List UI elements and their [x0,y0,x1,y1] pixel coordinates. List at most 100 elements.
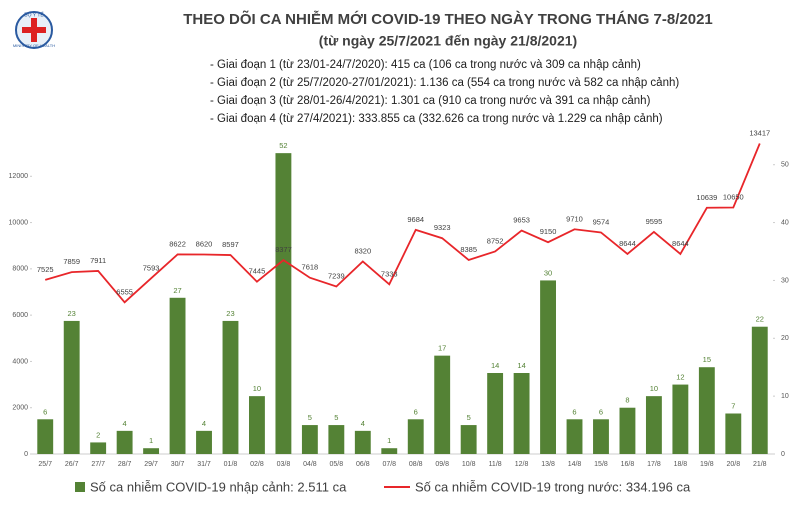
x-tick-label: 15/8 [594,461,608,468]
bar-label: 6 [43,407,47,416]
y2-tick-label: 50 [781,162,789,169]
line-label: 9574 [593,217,610,226]
bar [566,419,583,454]
y2-tick-label: 20 [781,335,789,342]
bar [381,448,398,454]
y-tick-label: 10000 [9,219,29,226]
annotation: - Giai đoạn 3 (từ 28/01-26/4/2021): 1.30… [210,95,651,107]
line-label: 9150 [540,227,557,236]
x-tick-label: 27/7 [91,461,105,468]
bar-label: 4 [202,419,206,428]
logo-text: BỘ Y TẾ [24,11,44,18]
bar-label: 8 [625,396,629,405]
bar-label: 23 [226,309,234,318]
bar [434,355,451,454]
bar [698,367,715,454]
x-tick-label: 07/8 [382,461,396,468]
bar [619,407,636,454]
x-tick-label: 12/8 [515,461,529,468]
bar [222,320,239,454]
bar-label: 10 [253,384,261,393]
bar-label: 23 [68,309,76,318]
annotation: - Giai đoạn 2 (từ 25/7/2020-27/01/2021):… [210,77,679,89]
line-label: 8622 [169,239,186,248]
bar [354,430,371,454]
x-tick-label: 11/8 [489,461,502,468]
bar-label: 2 [96,430,100,439]
line-label: 7859 [63,257,80,266]
bar [407,419,424,454]
x-tick-label: 09/8 [435,461,449,468]
line [44,143,761,304]
bar-label: 5 [467,413,471,422]
bar [672,384,689,454]
x-tick-label: 18/8 [674,461,688,468]
line-label: 9684 [407,215,424,224]
x-tick-label: 20/8 [726,461,740,468]
annotation: - Giai đoạn 1 (từ 23/01-24/7/2020): 415 … [210,59,641,71]
x-tick-label: 30/7 [171,461,185,468]
x-tick-label: 16/8 [621,461,635,468]
bar-label: 12 [676,373,684,382]
line-label: 7618 [302,263,319,272]
bar [169,297,186,454]
y-tick-label: 4000 [12,358,28,365]
line-label: 9653 [513,216,530,225]
y2-tick-label: 10 [781,393,789,400]
line-label: 8377 [275,245,292,254]
line-label: 7239 [328,271,345,280]
bar [328,425,345,454]
line-label: 6555 [116,287,133,296]
line-label: 9323 [434,223,451,232]
bar-label: 27 [173,286,181,295]
bar [487,373,504,454]
x-tick-label: 29/7 [144,461,158,468]
line-label: 8320 [354,246,371,255]
x-tick-label: 08/8 [409,461,423,468]
y-tick-label: 0 [24,451,28,458]
line-label: 7525 [37,265,54,274]
y2-tick-label: 40 [781,219,789,226]
bar [37,419,54,454]
bar [143,448,160,454]
bar-label: 15 [703,355,711,364]
legend-swatch [75,482,85,492]
line-label: 7333 [381,269,398,278]
x-tick-label: 02/8 [250,461,264,468]
bar-label: 6 [599,407,603,416]
line-label: 9710 [566,214,583,223]
bar-label: 14 [491,361,499,370]
line-label: 8752 [487,236,504,245]
bar-label: 5 [308,413,312,422]
x-tick-label: 01/8 [224,461,238,468]
line-label: 9595 [646,217,663,226]
bar [460,425,477,454]
chart-subtitle: (từ ngày 25/7/2021 đến ngày 21/8/2021) [319,33,577,49]
x-tick-label: 10/8 [462,461,476,468]
logo-cross [22,27,46,33]
x-tick-label: 25/7 [38,461,52,468]
bar [63,320,80,454]
bar-label: 30 [544,268,552,277]
chart-title: THEO DÕI CA NHIỄM MỚI COVID-19 THEO NGÀY… [183,10,713,28]
bar-label: 4 [361,419,365,428]
bar [751,326,768,454]
y-tick-label: 6000 [12,312,28,319]
bar-label: 4 [123,419,127,428]
bar-label: 7 [731,401,735,410]
y2-tick-label: 0 [781,451,785,458]
legend-label: Số ca nhiễm COVID-19 trong nước: 334.196… [415,479,691,494]
y-tick-label: 12000 [9,173,29,180]
x-tick-label: 04/8 [303,461,317,468]
x-tick-label: 06/8 [356,461,370,468]
bar [249,396,265,454]
bar-label: 6 [414,407,418,416]
annotation: - Giai đoạn 4 (từ 27/4/2021): 333.855 ca… [210,113,663,125]
bar-label: 22 [756,315,764,324]
bar-label: 17 [438,344,446,353]
bar [540,280,556,454]
line-label: 8620 [196,239,213,248]
bar [196,430,212,454]
bar [90,442,107,454]
bar-label: 10 [650,384,658,393]
